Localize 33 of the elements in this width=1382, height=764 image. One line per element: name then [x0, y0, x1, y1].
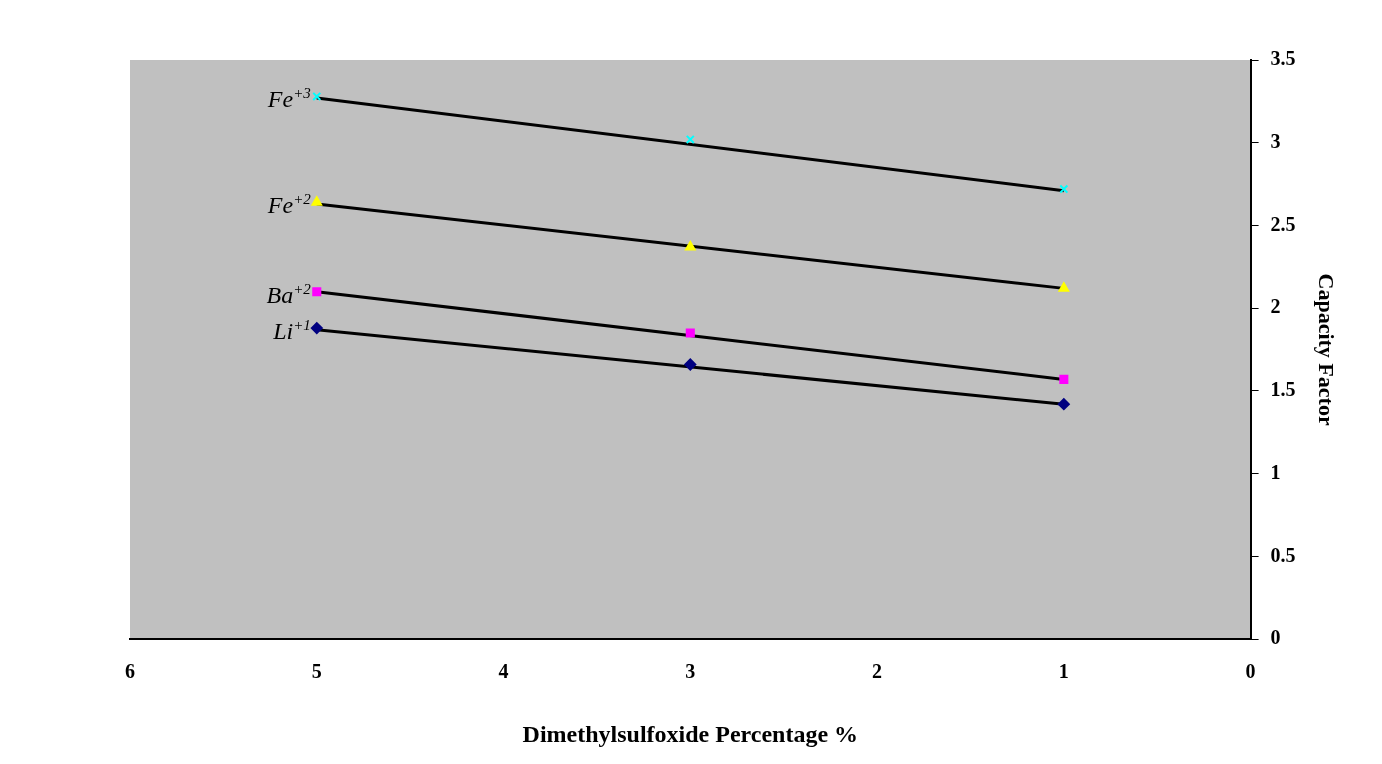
point — [685, 328, 695, 338]
x-tick-label: 6 — [125, 660, 135, 683]
series-label: Li$^{+1}$ — [273, 316, 311, 344]
y-tick-label: 0 — [1270, 626, 1281, 649]
point — [685, 134, 695, 144]
y-tick-label: 2 — [1270, 295, 1281, 318]
y-tick-label: 3.5 — [1270, 47, 1296, 70]
y-tick-label: 0.5 — [1270, 543, 1296, 566]
y-axis-title: Capacity Factor — [1314, 273, 1340, 426]
y-tick-label: 3 — [1270, 129, 1281, 152]
point — [684, 358, 697, 371]
y-tick-label: 1 — [1270, 460, 1281, 483]
x-tick-label: 1 — [1058, 660, 1069, 683]
x-tick-label: 4 — [498, 660, 509, 683]
point — [1057, 398, 1070, 411]
x-tick-label: 5 — [311, 660, 322, 683]
x-axis-title: Dimethylsulfoxide Percentage % — [522, 720, 859, 747]
series-label: Fe$^{+2}$ — [267, 190, 311, 218]
point — [311, 196, 323, 206]
point — [312, 91, 322, 101]
y-tick-label: 2.5 — [1270, 212, 1296, 235]
series-label: Fe$^{+3}$ — [267, 84, 311, 112]
x-tick-label: 0 — [1245, 660, 1256, 683]
series-label: Ba$^{+2}$ — [266, 280, 311, 308]
point — [310, 322, 323, 335]
x-tick-label: 3 — [685, 660, 696, 683]
point — [312, 287, 322, 297]
x-tick-label: 2 — [872, 660, 883, 683]
point — [1059, 184, 1069, 194]
point — [1059, 374, 1069, 384]
point — [684, 241, 696, 251]
point — [1058, 282, 1070, 292]
y-tick-label: 1.5 — [1270, 378, 1296, 401]
